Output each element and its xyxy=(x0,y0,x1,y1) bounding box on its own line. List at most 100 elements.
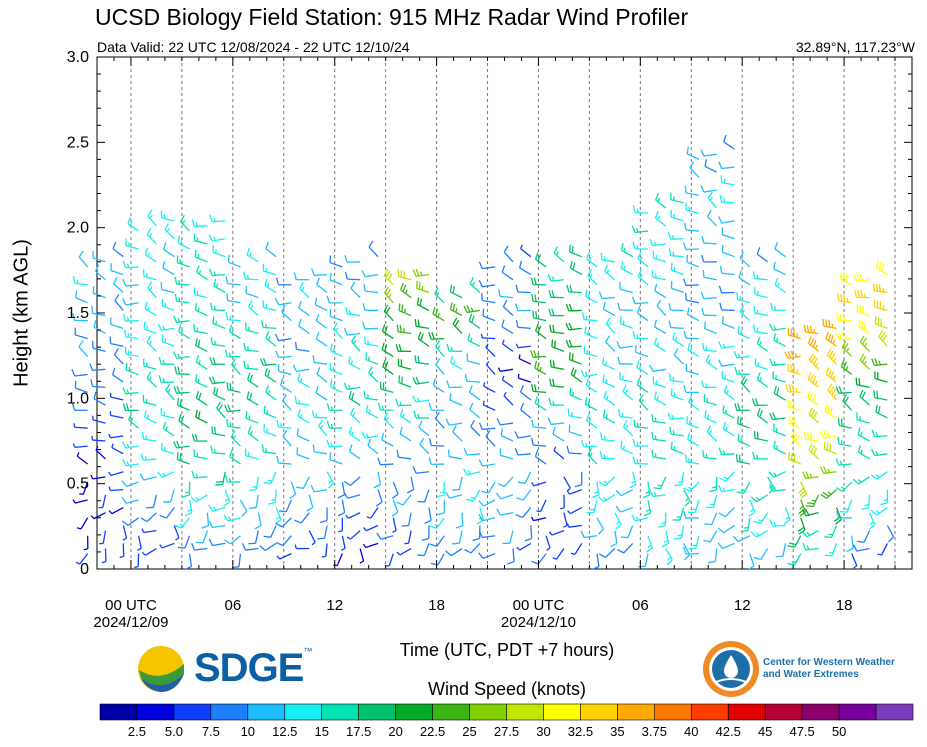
wind-barb xyxy=(312,355,328,365)
colorbar-swatch xyxy=(801,703,840,721)
wind-barb xyxy=(719,302,735,312)
wind-barb xyxy=(802,471,819,480)
wind-barb xyxy=(617,356,633,365)
wind-barb xyxy=(870,471,888,480)
wind-barb xyxy=(684,185,700,196)
wind-barb xyxy=(472,525,481,541)
wind-barb xyxy=(825,367,837,383)
wind-barb xyxy=(610,530,618,548)
wind-barb xyxy=(481,481,496,494)
wind-barb xyxy=(548,529,565,536)
wind-barb xyxy=(262,263,277,276)
wind-barb xyxy=(857,427,870,442)
wind-barb xyxy=(836,313,852,322)
wind-barb xyxy=(720,175,735,186)
wind-barb xyxy=(414,319,430,330)
wind-barb xyxy=(519,260,532,276)
wind-barb xyxy=(707,210,718,227)
wind-barb xyxy=(582,312,598,322)
wind-barb xyxy=(231,358,241,375)
colorbar-swatch xyxy=(173,703,212,721)
wind-barb xyxy=(315,385,328,401)
wind-barb xyxy=(315,313,328,329)
wind-barb xyxy=(497,367,514,373)
wind-barb xyxy=(502,299,514,317)
wind-barb xyxy=(158,356,175,365)
wind-barb xyxy=(602,357,616,370)
wind-barb xyxy=(549,378,565,388)
wind-barb xyxy=(787,553,802,566)
wind-barb xyxy=(297,409,310,424)
wind-barb xyxy=(417,489,430,503)
wind-barb xyxy=(565,303,582,312)
wind-barb xyxy=(146,371,157,388)
wind-barb xyxy=(209,302,226,312)
wind-barb xyxy=(568,424,582,437)
wind-barb xyxy=(873,390,888,401)
wind-barb xyxy=(316,277,328,294)
colorbar-swatch xyxy=(432,703,470,721)
wind-barb xyxy=(121,480,139,488)
wind-barb xyxy=(263,471,277,485)
wind-barb xyxy=(315,331,328,347)
wind-barb xyxy=(718,484,735,493)
wind-barb xyxy=(254,512,262,530)
wind-barb xyxy=(682,278,699,287)
wind-barb xyxy=(775,543,787,558)
wind-barb xyxy=(446,380,463,389)
wind-barb xyxy=(294,341,310,353)
colorbar-label: 32.5 xyxy=(568,724,593,739)
wind-barb xyxy=(874,316,888,329)
wind-barb xyxy=(225,276,241,286)
wind-barb xyxy=(598,476,616,487)
x-axis-label: Time (UTC, PDT +7 hours) xyxy=(399,640,615,660)
wind-barb xyxy=(478,459,496,467)
wind-barb xyxy=(312,444,328,455)
wind-barb xyxy=(294,396,310,406)
wind-barb xyxy=(173,525,180,541)
wind-barb xyxy=(658,512,667,529)
wind-barb xyxy=(735,454,750,465)
wind-barb xyxy=(90,379,106,388)
wind-barb xyxy=(632,331,648,340)
wind-barb xyxy=(683,481,700,492)
wind-barb xyxy=(619,316,633,329)
wind-barb xyxy=(195,409,208,424)
wind-barb xyxy=(596,517,605,535)
wind-barb xyxy=(144,301,157,317)
wind-barb xyxy=(366,507,379,519)
wind-barb xyxy=(381,432,394,447)
wind-barb xyxy=(177,535,191,549)
wind-barb xyxy=(421,525,430,542)
wind-barb xyxy=(412,395,430,403)
wind-barb xyxy=(298,318,310,335)
wind-barb xyxy=(141,547,157,556)
wind-barb xyxy=(784,350,801,360)
wind-barb xyxy=(337,499,346,517)
wind-barb xyxy=(871,358,888,367)
colorbar-swatch xyxy=(543,703,581,721)
wind-barb xyxy=(404,530,412,545)
wind-barb xyxy=(497,476,514,488)
wind-barb xyxy=(434,412,445,429)
wind-barb xyxy=(500,428,514,442)
wind-barb xyxy=(839,271,853,286)
wind-barb xyxy=(262,300,277,312)
wind-barb xyxy=(721,371,735,383)
wind-barb xyxy=(566,523,582,528)
colorbar-swatch xyxy=(469,703,507,721)
wind-barb xyxy=(737,325,751,340)
wind-barb xyxy=(263,525,277,538)
wind-barb xyxy=(501,265,514,281)
wind-barb xyxy=(480,333,496,340)
wind-barb xyxy=(496,492,514,500)
wind-barb xyxy=(311,268,328,276)
wind-barb xyxy=(292,364,310,373)
wind-barb xyxy=(201,512,210,529)
wind-barb xyxy=(343,382,361,391)
wind-barb xyxy=(276,419,292,429)
wind-barb xyxy=(636,305,649,322)
colorbar-swatch xyxy=(99,703,138,721)
wind-barb xyxy=(700,291,717,300)
wind-barb xyxy=(296,447,310,460)
